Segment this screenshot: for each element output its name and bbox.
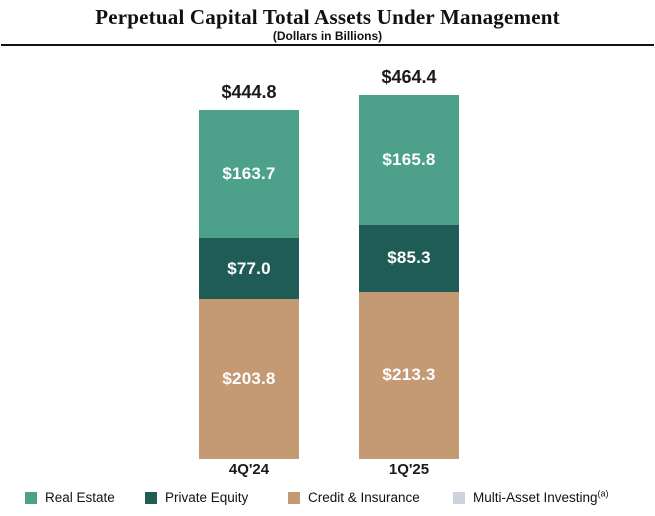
segment-value-label: $165.8 [382, 149, 436, 169]
legend-item: Private Equity [145, 490, 248, 505]
bar-segment: $163.7 [199, 110, 299, 239]
segment-value-label: $203.8 [222, 368, 276, 388]
plot-area: $444.8 $163.7 $77.0 $203.8 $464.4 $165.8 $85.3… [0, 46, 655, 459]
bar-column: $165.8 $85.3 $213.3 [359, 95, 459, 459]
legend-swatch [288, 491, 300, 504]
bar-segment: $85.3 [359, 224, 459, 292]
legend-footnote-marker: (a) [597, 488, 609, 499]
legend-label: Multi-Asset Investing(a) [473, 488, 609, 505]
chart-title: Perpetual Capital Total Assets Under Man… [95, 5, 560, 29]
legend-label: Credit & Insurance [308, 490, 420, 505]
bar-segment: $165.8 [359, 95, 459, 225]
legend-item: Real Estate [25, 490, 115, 505]
segment-value-label: $85.3 [387, 248, 431, 268]
legend-label: Private Equity [165, 490, 249, 505]
bar-segment: $203.8 [199, 298, 299, 459]
legend-swatch [145, 491, 157, 504]
header-divider [1, 44, 654, 46]
segment-value-label: $213.3 [382, 365, 436, 385]
legend-swatch [25, 491, 37, 504]
total-label: $444.8 [221, 82, 277, 103]
legend: Real Estate Private Equity Credit & Insura… [0, 488, 655, 512]
legend-item: Credit & Insurance [288, 490, 420, 505]
x-axis-label: 4Q'24 [228, 461, 270, 478]
bar-segment: $77.0 [199, 238, 299, 299]
total-label: $464.4 [381, 66, 437, 87]
segment-value-label: $163.7 [222, 164, 276, 184]
bar-column: $163.7 $77.0 $203.8 [199, 110, 299, 459]
legend-swatch [453, 491, 465, 504]
x-axis-label: 1Q'25 [388, 461, 430, 478]
legend-label: Real Estate [45, 490, 115, 505]
segment-value-label: $77.0 [227, 258, 271, 278]
legend-item: Multi-Asset Investing(a) [453, 488, 609, 505]
bar-segment: $213.3 [359, 291, 459, 459]
chart-subtitle: (Dollars in Billions) [272, 29, 383, 43]
